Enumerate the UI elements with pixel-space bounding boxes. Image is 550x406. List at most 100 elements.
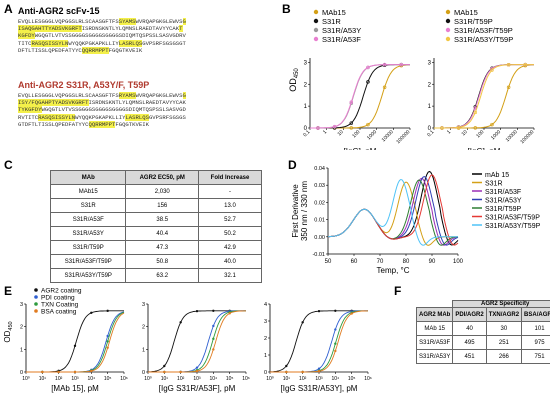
y-tick-label: 1 [428,104,432,110]
table-row: S31R/A53F 38.5 52.7 [49,212,262,227]
cdr-highlight: RASQSISSYLN [38,113,76,121]
legend-entry: mAb 15 [485,172,509,179]
x-tick-label: 10⁰ [22,376,30,382]
table-cell: 50.2 [198,226,262,241]
y-tick-label: -0.01 [312,252,325,258]
data-point [90,369,93,373]
x-tick-label: 10⁶ [364,376,372,382]
x-tick-label: 50 [325,259,332,265]
x-tick-label: 10000 [505,129,519,143]
panel-d-label: D [288,158,297,172]
legend-marker [313,27,319,33]
legend-entry: MAb15 [322,8,346,17]
sequence-segment: WGQGTLVTVSSGGGGSGGGGSGGGGSDIQMTQSPSSLSAS… [41,106,186,114]
series-line [327,178,458,246]
y-tick-label: 0.00 [314,235,325,241]
y-axis-label-main: OD [3,330,12,342]
series-line [327,170,459,246]
data-point [301,370,304,374]
sequence-block-1: EVQLLESGGGLVQPGGSLRLSCAASGFTFSSYAMSWVRQA… [18,18,186,54]
table-cell: S31R/A53F [49,212,127,227]
data-point [350,312,353,315]
x-tick-label: 10³ [315,376,323,382]
series-line [270,310,369,373]
specificity-binding-chart: OD450 0 1 2 3 10⁰ 10¹ 10² 10³ 10⁴ 10⁵ 10⁶ [MAb 15], … [3,288,372,394]
table-cell: 40.0 [198,254,262,269]
data-point [349,121,354,125]
series-line [148,310,246,373]
data-point [366,65,370,70]
cdr-highlight: TYKGFDY [18,106,42,114]
sequence-segment: WYQQKPGKAPKLLIY [75,113,126,121]
data-point [195,366,199,369]
data-point [506,63,511,67]
sequence-segment: GVPSRFSGSGSGT [142,39,186,47]
x-axis-label: [MAb 15], pM [51,384,99,393]
sequence-segment: TITC [18,39,32,47]
table-group-header: AGR2 Specificity [452,300,550,308]
x-tick-label: 10² [299,376,307,382]
sequence-1-line: ISAQGAHTTYADSVKGRFTISRDNSKNTLYLQMNSLRAED… [18,25,186,33]
table-cell: 40 [452,321,487,336]
x-tick-label: 100 [453,259,464,265]
x-tick-label: 0.1 [426,129,435,138]
panel-a-label: A [4,2,13,16]
data-point [106,334,109,338]
legend-entry: S31R/A53Y/T59P [485,223,541,230]
y-tick-label: 3 [142,302,145,308]
ec50-table: MAb AGR2 EC50, pM Fold Increase MAb15 2,030-… [49,170,262,283]
data-point [382,62,387,67]
x-tick-label: 1 [322,129,328,135]
y-tick-label: 1 [142,347,145,353]
specificity-subplot-3: 0 1 2 3 4 10⁰ 10¹ 10² 10³ 10⁴ 10⁵ 10⁶ [IgG S31R/A53Y… [264,302,372,393]
table-cell: 30 [485,321,523,336]
y-tick-label: 0.01 [314,218,325,224]
y-axis-label: OD450 [3,321,14,342]
legend-marker [34,295,38,299]
series-line [310,64,410,129]
legend-marker [445,27,451,33]
data-point [316,126,320,130]
table-header: PDI/AGR2 [452,307,487,322]
y-tick-label: 0 [428,126,432,132]
x-axis-label: Temp, °C [377,266,410,275]
data-point [163,370,166,374]
data-point [285,364,288,368]
legend-entry: S31R/A53F/T59P [485,215,540,222]
data-point [440,126,444,130]
y-tick-label: 3 [428,60,432,66]
y-tick-label: 2 [142,325,145,331]
table-row: S31R/A53F/T59P 50.8 40.0 [49,254,262,269]
table-cell: 63.2 [125,268,200,283]
table-cell: 751 [521,349,550,364]
table-cell: 251 [485,335,523,350]
x-tick-label: 10⁰ [144,376,152,382]
legend-entry: PDI coating [41,295,75,302]
data-point [73,370,77,374]
table-cell: 42.9 [198,240,262,255]
table-cell: MAb15 [49,184,127,199]
x-tick-label: 10⁶ [242,376,250,382]
data-point [334,349,337,353]
table-header: AGR2 EC50, pM [125,170,200,185]
series-line [148,310,246,373]
data-point [73,344,77,348]
legend-entry: S31R/A53Y/T59P [454,35,513,44]
y-tick-label: 4 [264,302,267,308]
table-cell: S31R [49,198,127,213]
y-tick-label: 0.02 [314,200,325,206]
x-tick-label: 100 [475,129,485,139]
data-point [41,370,44,374]
specificity-subplot-1: 0 1 2 3 10⁰ 10¹ 10² 10³ 10⁴ 10⁵ 10⁶ [MAb 15], pM [20,302,128,393]
cdr-highlight: RYAMS [118,92,136,99]
table-cell: 50.8 [125,254,200,269]
data-point [317,370,321,373]
y-axis-label-sub: 450 [8,321,14,330]
table-row: S31R 156 13.0 [49,198,262,213]
data-point [523,62,528,67]
table-cell: 52.7 [198,212,262,227]
data-point [399,62,404,67]
legend-marker [313,18,319,24]
series-line [26,312,125,373]
series-line [434,64,534,129]
